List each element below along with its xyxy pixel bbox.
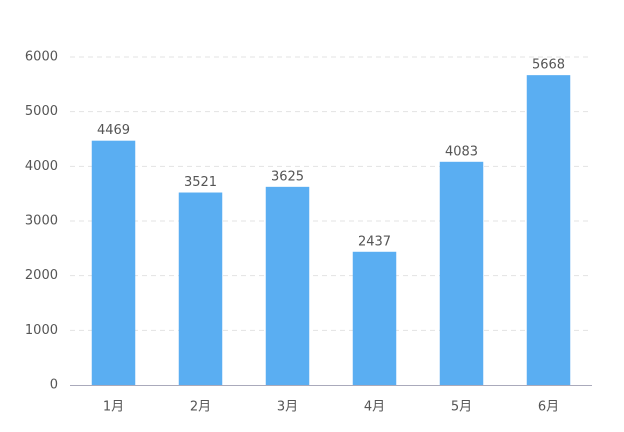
x-tick-label: 2月 bbox=[190, 400, 211, 415]
bar bbox=[439, 161, 484, 385]
x-tick-label: 1月 bbox=[103, 400, 124, 415]
x-tick-label: 6月 bbox=[538, 400, 559, 415]
x-tick-label: 3月 bbox=[277, 400, 298, 415]
data-label: 3625 bbox=[271, 169, 304, 184]
data-label: 4469 bbox=[97, 123, 130, 138]
y-tick-label: 1000 bbox=[25, 323, 58, 338]
y-tick-label: 0 bbox=[50, 378, 58, 393]
data-label: 2437 bbox=[358, 234, 391, 249]
bar bbox=[352, 251, 397, 385]
bar bbox=[526, 75, 571, 386]
y-tick-label: 2000 bbox=[25, 268, 58, 283]
y-tick-label: 5000 bbox=[25, 104, 58, 119]
bar bbox=[265, 186, 310, 385]
y-tick-label: 4000 bbox=[25, 159, 58, 174]
y-tick-label: 3000 bbox=[25, 214, 58, 229]
bar bbox=[91, 140, 136, 385]
data-label: 4083 bbox=[445, 144, 478, 159]
data-label: 5668 bbox=[532, 58, 565, 73]
x-tick-label: 4月 bbox=[364, 400, 385, 415]
data-label: 3521 bbox=[184, 175, 217, 190]
x-tick-label: 5月 bbox=[451, 400, 472, 415]
y-tick-label: 6000 bbox=[25, 50, 58, 65]
bar bbox=[178, 192, 223, 385]
